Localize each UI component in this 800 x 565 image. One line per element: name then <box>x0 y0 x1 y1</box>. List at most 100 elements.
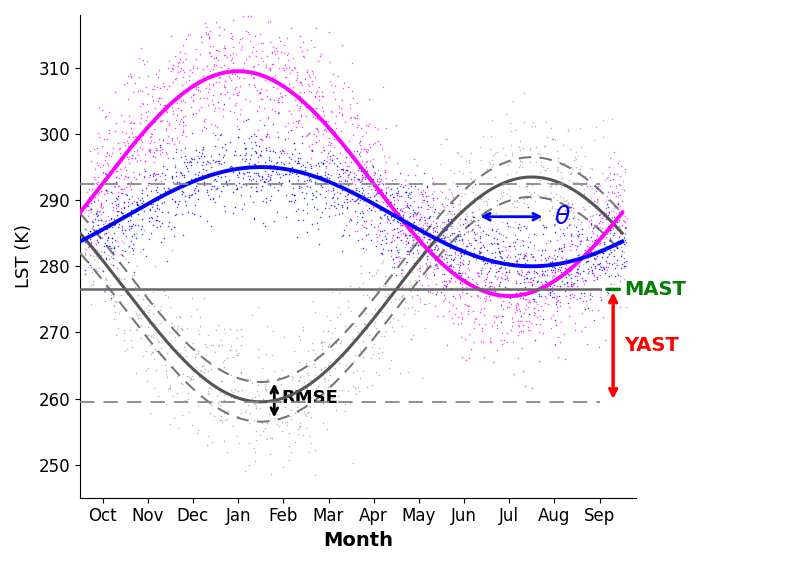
Point <box>213 103 226 112</box>
Point <box>104 267 117 276</box>
Point <box>98 178 110 187</box>
Point <box>551 258 564 267</box>
Point <box>258 221 271 231</box>
Point <box>297 160 310 170</box>
Point <box>607 251 620 260</box>
Point <box>486 255 498 264</box>
Point <box>393 192 406 201</box>
Point <box>462 220 474 229</box>
Point <box>563 220 576 229</box>
Point <box>101 188 114 197</box>
Point <box>460 184 473 193</box>
Point <box>447 177 460 186</box>
Point <box>402 170 414 179</box>
Point <box>410 210 422 219</box>
Point <box>604 225 617 234</box>
Point <box>376 188 389 197</box>
Point <box>323 154 336 163</box>
Point <box>578 323 591 332</box>
Point <box>584 219 597 228</box>
Point <box>490 225 503 234</box>
Point <box>294 77 306 86</box>
Point <box>551 272 564 281</box>
Point <box>345 151 358 160</box>
Point <box>367 162 380 171</box>
Point <box>250 51 262 60</box>
Point <box>266 119 279 128</box>
Point <box>176 118 189 127</box>
Point <box>614 210 626 219</box>
Point <box>391 315 404 324</box>
Point <box>393 294 406 303</box>
Point <box>181 163 194 172</box>
Point <box>564 269 577 278</box>
Point <box>136 285 149 294</box>
Point <box>300 189 313 198</box>
Point <box>126 249 139 258</box>
Point <box>515 327 528 336</box>
Point <box>176 121 189 131</box>
Point <box>607 216 620 225</box>
Point <box>179 55 192 64</box>
Point <box>143 145 156 154</box>
Point <box>422 213 435 222</box>
Point <box>270 168 282 177</box>
Point <box>287 62 300 71</box>
Point <box>184 29 197 38</box>
Point <box>92 195 105 204</box>
Point <box>211 320 224 329</box>
Point <box>542 281 554 290</box>
Point <box>592 181 605 190</box>
Point <box>410 223 422 232</box>
Point <box>150 183 163 192</box>
Point <box>350 170 363 179</box>
Point <box>331 161 344 170</box>
Point <box>339 146 352 155</box>
Point <box>118 328 130 337</box>
Point <box>176 182 189 192</box>
Point <box>601 266 614 275</box>
Point <box>301 131 314 140</box>
Point <box>394 226 406 235</box>
Point <box>571 232 584 241</box>
Point <box>169 75 182 84</box>
Point <box>166 186 179 195</box>
Point <box>191 158 204 167</box>
Point <box>475 193 488 202</box>
Point <box>129 283 142 292</box>
Point <box>558 264 571 273</box>
Point <box>237 199 250 208</box>
Point <box>598 264 610 273</box>
Point <box>446 206 458 215</box>
Point <box>442 297 455 306</box>
Point <box>343 104 356 113</box>
Point <box>521 182 534 191</box>
Point <box>113 174 126 183</box>
Point <box>194 94 206 103</box>
Point <box>409 305 422 314</box>
Point <box>138 150 151 159</box>
Point <box>166 133 178 142</box>
Point <box>166 177 179 186</box>
Point <box>530 268 542 277</box>
Point <box>255 94 268 103</box>
Point <box>505 326 518 335</box>
Point <box>149 347 162 356</box>
Point <box>468 244 481 253</box>
Point <box>511 224 524 233</box>
Point <box>98 286 111 295</box>
Point <box>340 165 353 174</box>
Point <box>95 106 108 115</box>
Point <box>391 303 404 312</box>
Point <box>490 323 503 332</box>
Point <box>134 204 147 213</box>
Point <box>461 179 474 188</box>
Point <box>170 347 182 357</box>
Point <box>472 268 485 277</box>
Point <box>190 305 203 314</box>
Point <box>390 242 402 251</box>
Point <box>204 408 217 417</box>
Point <box>310 170 323 179</box>
Point <box>356 290 369 299</box>
Point <box>294 419 306 428</box>
